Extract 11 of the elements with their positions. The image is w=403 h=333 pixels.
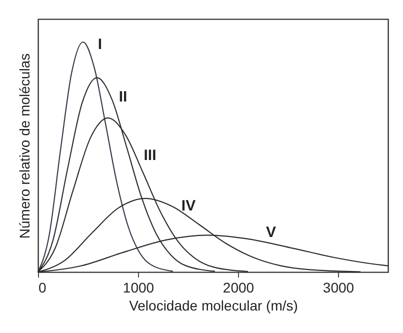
x-axis-title: Velocidade molecular (m/s) [129,298,298,314]
series-label: IV [181,197,196,214]
series-label: I [98,36,102,53]
x-tick-label: 1000 [122,280,154,296]
series-label: V [266,224,276,242]
series-label: III [144,146,156,164]
x-tick-label: 2000 [222,280,254,296]
series-label: II [118,88,128,106]
y-axis-title: Número relativo de moléculas [16,53,32,239]
x-tick-label: 0 [38,280,46,296]
x-tick-label: 3000 [322,280,354,296]
